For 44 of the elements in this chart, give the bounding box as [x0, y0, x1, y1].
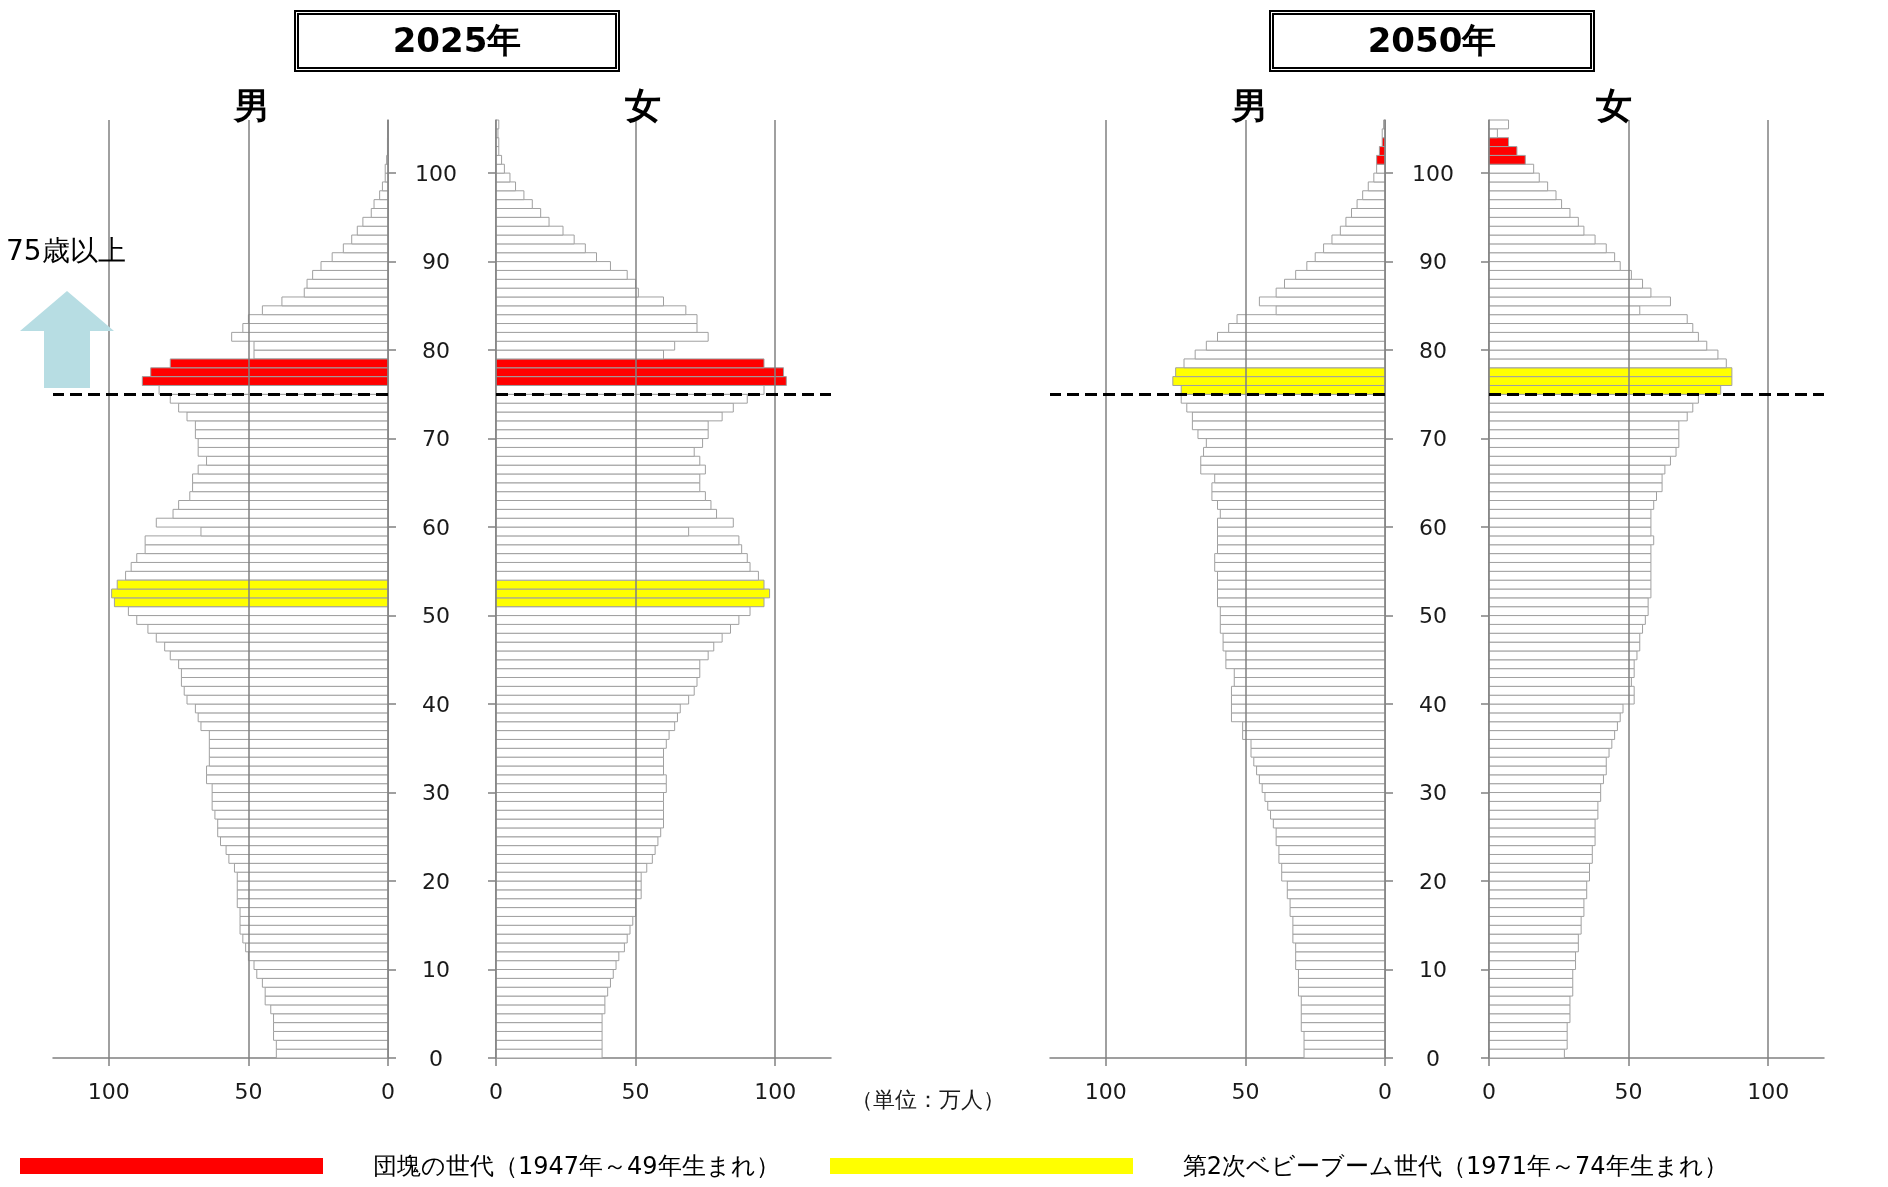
y-tick-label: 0: [429, 1045, 443, 1071]
text: 団塊の世代（1947年～49年生まれ）: [373, 1151, 780, 1182]
x-tick-label: 100: [1084, 1078, 1127, 1104]
y-tick-label: 10: [422, 957, 450, 983]
x-tick-label: 50: [1614, 1078, 1643, 1104]
y-tick-label: 20: [1419, 868, 1447, 894]
text: 2025年: [294, 10, 620, 72]
x-tick-label: 100: [1747, 1078, 1790, 1104]
y-tick-label: 50: [422, 603, 450, 629]
x-tick-label: 0: [1378, 1078, 1392, 1104]
x-axis-title: （単位：万人）: [851, 1086, 1005, 1112]
x-tick-label: 0: [489, 1078, 503, 1104]
y-tick-label: 70: [422, 426, 450, 452]
y-tick-label: 90: [1419, 249, 1447, 275]
x-tick-label: 50: [234, 1078, 263, 1104]
chart-subtitle: 女: [625, 84, 661, 126]
y-tick-label: 80: [1419, 337, 1447, 363]
x-tick-label: 50: [621, 1078, 650, 1104]
chart-subtitle: 女: [1596, 84, 1632, 126]
y-tick-label: 50: [1419, 603, 1447, 629]
text: 第2次ベビーブーム世代（1971年～74年生まれ）: [1182, 1151, 1728, 1182]
annotation: 75歳以上: [6, 233, 126, 269]
chart-title: 2050年: [1269, 10, 1595, 72]
y-tick-label: 20: [422, 868, 450, 894]
y-tick-label: 40: [1419, 691, 1447, 717]
x-tick-label: 100: [754, 1078, 797, 1104]
y-tick-label: 60: [1419, 514, 1447, 540]
y-tick-label: 100: [1412, 160, 1454, 186]
y-tick-label: 90: [422, 249, 450, 275]
y-tick-label: 10: [1419, 957, 1447, 983]
chart-subtitle: 男: [233, 84, 270, 126]
y-tick-label: 30: [422, 780, 450, 806]
y-tick-label: 70: [1419, 426, 1447, 452]
y-tick-label: 30: [1419, 780, 1447, 806]
x-tick-label: 50: [1231, 1078, 1260, 1104]
x-tick-label: 100: [87, 1078, 130, 1104]
chart-subtitle: 男: [1231, 84, 1268, 126]
x-tick-label: 0: [381, 1078, 395, 1104]
y-tick-label: 100: [415, 160, 457, 186]
y-tick-label: 80: [422, 337, 450, 363]
x-tick-label: 0: [1482, 1078, 1496, 1104]
y-tick-label: 0: [1426, 1045, 1440, 1071]
y-tick-label: 60: [422, 514, 450, 540]
y-tick-label: 40: [422, 691, 450, 717]
